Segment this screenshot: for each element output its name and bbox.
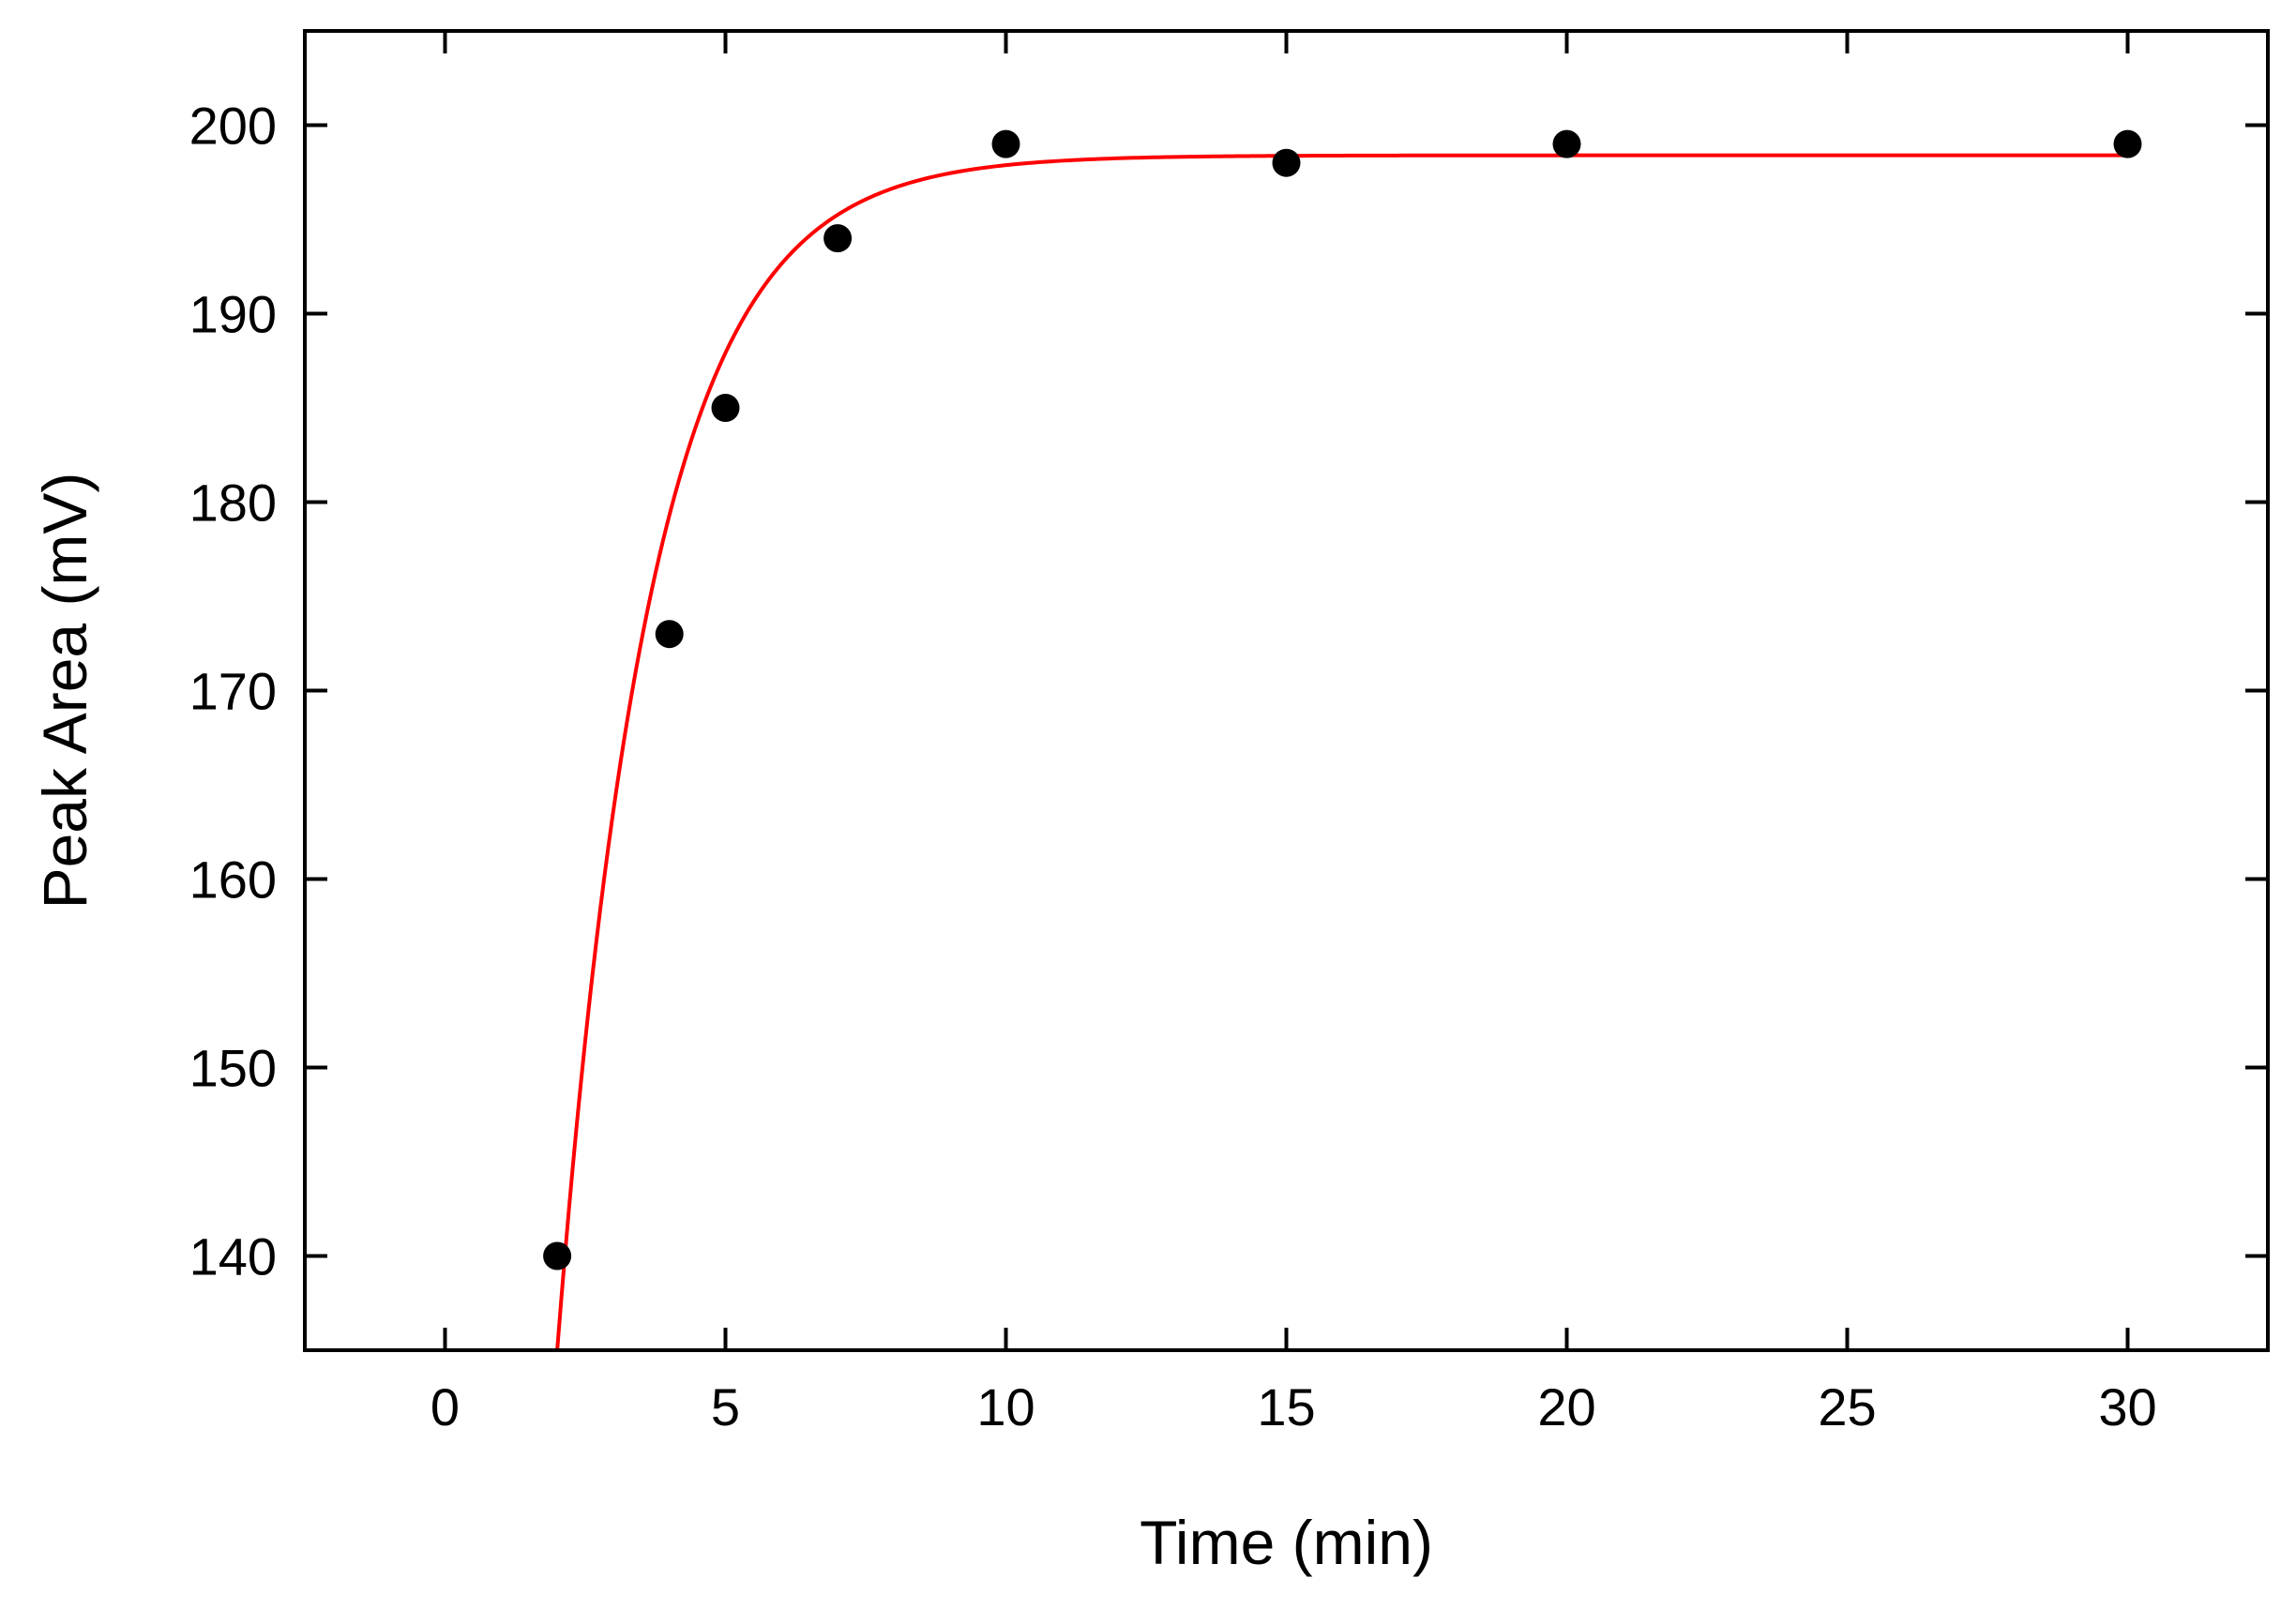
fit-curve — [555, 153, 2128, 1351]
fit-curve-layer — [555, 153, 2128, 1351]
x-tick-label: 15 — [1257, 1377, 1315, 1436]
data-point — [1272, 148, 1301, 177]
y-tick-label: 170 — [189, 662, 277, 721]
data-point — [543, 1241, 572, 1271]
x-tick-label: 30 — [2098, 1377, 2156, 1436]
y-tick-label: 180 — [189, 474, 277, 533]
y-tick-label: 150 — [189, 1039, 277, 1098]
y-tick-labels: 140 150 160 170 180 190 200 — [189, 97, 277, 1286]
x-tick-labels: 0 5 10 15 20 25 30 — [430, 1377, 2157, 1436]
data-point — [991, 129, 1020, 158]
y-tick-label: 160 — [189, 850, 277, 910]
y-tick-label: 200 — [189, 97, 277, 156]
y-axis-title: Peak Area (mV) — [30, 473, 99, 910]
x-tick-label: 5 — [711, 1377, 740, 1436]
data-point — [711, 394, 740, 422]
plot-frame — [303, 29, 2270, 1352]
tick-marks — [305, 31, 2268, 1350]
data-point — [1552, 129, 1581, 158]
x-tick-label: 0 — [430, 1377, 460, 1436]
data-points-layer — [543, 129, 2142, 1271]
data-point — [823, 224, 853, 253]
x-tick-label: 25 — [1818, 1377, 1876, 1436]
x-axis-title: Time (min) — [1140, 1508, 1433, 1577]
data-point — [2113, 129, 2142, 158]
x-tick-label: 10 — [976, 1377, 1035, 1436]
y-tick-label: 140 — [189, 1227, 277, 1286]
y-tick-label: 190 — [189, 285, 277, 344]
data-point — [655, 620, 684, 649]
x-tick-label: 20 — [1537, 1377, 1595, 1436]
